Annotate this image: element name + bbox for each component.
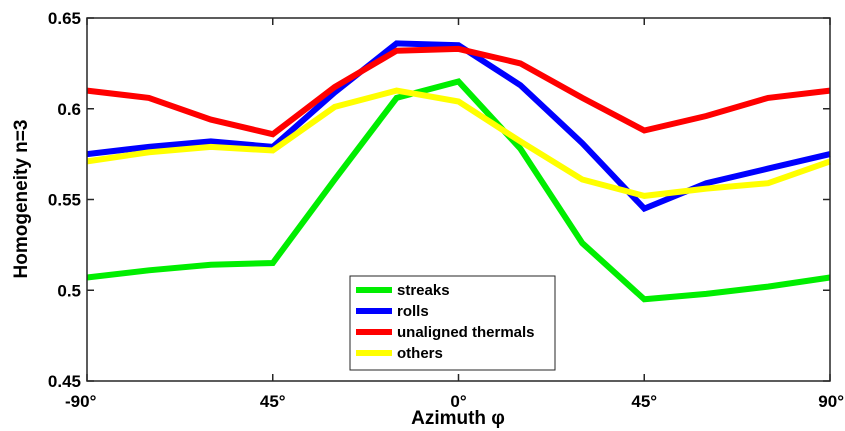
series-line-streaks [86,78,831,303]
series-line-rolls [86,40,831,213]
legend-label-streaks: streaks [397,282,450,299]
y-tick-label: 0.5 [57,281,81,300]
x-tick-label: -90° [65,392,97,411]
y-tick-label: 0.65 [48,9,81,28]
x-axis-title: Azimuth φ [411,408,505,429]
y-tick-label: 0.6 [57,100,81,119]
legend-label-others: others [397,345,443,362]
y-tick-label: 0.45 [48,372,81,391]
series-line-others [86,87,831,199]
y-tick-label: 0.55 [48,191,81,210]
series-line-unaligned-thermals [86,45,831,138]
y-axis: 0.45 0.5 0.55 0.6 0.65 [48,9,830,391]
x-tick-label: 0° [450,392,466,411]
legend-label-unaligned-thermals: unaligned thermals [397,324,535,341]
y-axis-title: Homogeneity n=3 [11,120,32,279]
x-tick-label: 90° [818,392,844,411]
x-tick-label: 45° [631,392,657,411]
x-axis: -90° 45° 0° 45° 90° [65,18,844,411]
series-lines [86,40,831,303]
x-tick-label: 45° [260,392,286,411]
legend: streaks rolls unaligned thermals others [349,275,556,371]
legend-label-rolls: rolls [397,303,429,320]
